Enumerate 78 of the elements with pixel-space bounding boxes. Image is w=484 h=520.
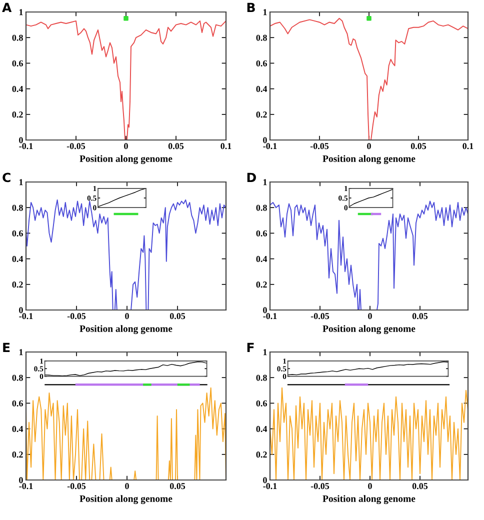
x-tick-label: 0 (124, 143, 128, 150)
x-axis-title: Position along genome (80, 495, 172, 504)
y-tick-label: 0.4 (12, 86, 24, 92)
y-tick-label: 1 (19, 349, 23, 356)
x-tick-label: 0.05 (412, 483, 428, 490)
x-tick-label: 0.05 (168, 143, 184, 150)
line-series (288, 361, 448, 376)
y-tick-label: 0.6 (256, 400, 267, 406)
x-tick-label: -0.05 (66, 143, 86, 150)
x-tick-label: 0.05 (170, 313, 186, 320)
y-tick-label: 0.8 (256, 204, 267, 211)
x-tick-label: -0.05 (310, 143, 329, 150)
y-tick-label: 0 (19, 477, 23, 484)
x-axis-title: Position along genome (322, 495, 416, 504)
line-series (349, 189, 393, 207)
y-tick-label: 0.4 (12, 426, 24, 432)
chart-title: C (2, 172, 10, 182)
x-tick-label: 0.1 (462, 143, 474, 150)
line-series (44, 361, 207, 376)
x-tick-label: -0.05 (310, 313, 330, 320)
x-tick-label: 0.05 (170, 483, 186, 490)
y-tick-label: 0.2 (12, 112, 23, 118)
x-tick-label: -0.1 (19, 143, 33, 150)
x-axis-title: Position along genome (80, 155, 172, 164)
y-tick-label: 0.6 (12, 60, 23, 66)
y-tick-label: 0.6 (12, 230, 23, 236)
y-tick-label: 0 (263, 137, 267, 144)
x-tick-label: 0.05 (410, 143, 426, 150)
x-tick-label: -0.05 (310, 483, 330, 490)
y-tick-label: 1 (263, 179, 267, 186)
y-tick-label: 0.4 (12, 256, 24, 262)
y-tick-label: 0.8 (12, 34, 23, 41)
x-tick-label: -0.1 (263, 483, 277, 490)
y-tick-label: 1 (19, 9, 23, 16)
y-tick-label: 0.8 (12, 204, 23, 211)
y-tick-label: 0.2 (256, 112, 267, 118)
x-tick-label: -0.1 (263, 143, 277, 150)
y-tick-label: 0.2 (12, 452, 23, 458)
x-tick-label: -0.1 (263, 313, 277, 320)
y-tick-label: 0 (263, 307, 267, 314)
y-tick-label: 0.8 (256, 34, 267, 41)
x-tick-label: -0.05 (67, 313, 86, 320)
x-tick-label: 0.05 (412, 313, 428, 320)
chart-title: B (247, 2, 255, 12)
y-tick-label: 0 (19, 137, 23, 144)
y-tick-label: 0.4 (256, 86, 268, 92)
y-tick-label: 0 (19, 307, 23, 314)
x-tick-label: 0 (125, 483, 129, 490)
chart-title: D (247, 172, 256, 182)
y-tick-label: 0.8 (12, 374, 23, 381)
y-tick-label: 0.6 (256, 60, 267, 66)
x-tick-label: -0.1 (19, 483, 33, 490)
x-tick-label: -0.05 (67, 483, 86, 490)
chart-title: A (2, 2, 12, 12)
x-tick-label: 0 (368, 483, 372, 490)
y-tick-label: 0.6 (12, 400, 23, 406)
y-tick-label: 0.2 (256, 452, 267, 458)
x-axis-title: Position along genome (322, 325, 416, 334)
chart-title: E (3, 342, 10, 352)
y-tick-label: 0.2 (12, 282, 23, 288)
x-axis-title: Position along genome (80, 325, 172, 334)
x-tick-label: -0.1 (19, 313, 33, 320)
x-tick-label: 0 (368, 313, 372, 320)
x-axis-title: Position along genome (322, 155, 416, 164)
x-tick-label: 0.1 (220, 143, 232, 150)
line-series (98, 188, 146, 207)
y-tick-label: 0.6 (256, 230, 267, 236)
y-tick-label: 0.4 (256, 426, 268, 432)
y-tick-label: 0 (263, 477, 267, 484)
y-tick-label: 0.4 (256, 256, 268, 262)
y-tick-label: 1 (263, 349, 267, 356)
x-tick-label: 0 (125, 313, 129, 320)
y-tick-label: 0.2 (256, 282, 267, 288)
x-tick-label: 0 (367, 143, 371, 150)
y-tick-label: 1 (19, 179, 23, 186)
chart-title: F (247, 342, 254, 352)
y-tick-label: 1 (263, 9, 267, 16)
y-tick-label: 0.8 (256, 374, 267, 381)
